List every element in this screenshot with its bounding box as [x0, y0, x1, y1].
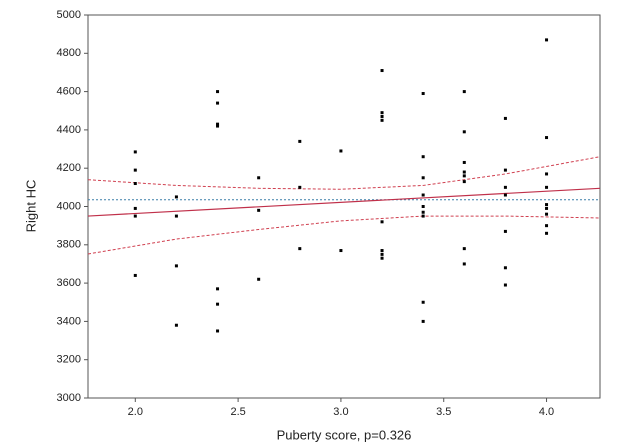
point [216, 302, 220, 306]
point [545, 212, 549, 216]
point [380, 118, 384, 122]
x-tick-label: 3.0 [333, 406, 348, 418]
point [545, 224, 549, 228]
point [545, 38, 549, 42]
point [133, 168, 137, 172]
point [503, 266, 507, 270]
point [216, 122, 220, 126]
point [462, 262, 466, 266]
x-tick-label: 3.5 [436, 406, 451, 418]
point [339, 249, 343, 253]
point [421, 319, 425, 323]
point [216, 90, 220, 94]
point [380, 252, 384, 256]
y-tick-label: 3800 [57, 239, 81, 251]
point [462, 170, 466, 174]
y-tick-label: 4200 [57, 162, 81, 174]
point [174, 323, 178, 327]
y-tick-label: 3000 [57, 392, 81, 404]
point [545, 203, 549, 207]
point [257, 277, 261, 281]
point [174, 195, 178, 199]
point [421, 92, 425, 96]
point [421, 300, 425, 304]
point [257, 176, 261, 180]
point [421, 210, 425, 214]
point [339, 149, 343, 153]
point [216, 329, 220, 333]
y-tick-label: 3200 [57, 354, 81, 366]
y-tick-label: 3400 [57, 315, 81, 327]
point [380, 220, 384, 224]
point [298, 247, 302, 251]
point [462, 174, 466, 178]
confidence-band [87, 156, 601, 190]
point [380, 69, 384, 73]
point [503, 193, 507, 197]
point [380, 114, 384, 118]
point [462, 160, 466, 164]
point [133, 214, 137, 218]
x-tick-label: 4.0 [539, 406, 554, 418]
point [421, 205, 425, 208]
point [545, 136, 549, 140]
point [421, 214, 425, 218]
point [133, 273, 137, 277]
point [298, 139, 302, 143]
y-tick-label: 4800 [57, 47, 81, 59]
point [216, 101, 220, 105]
point [462, 247, 466, 251]
point [545, 185, 549, 189]
point [503, 116, 507, 120]
point [503, 168, 507, 172]
point [133, 150, 137, 154]
point [462, 180, 466, 184]
point [421, 176, 425, 180]
point [133, 182, 137, 186]
point [545, 206, 549, 210]
point [503, 283, 507, 287]
confidence-band [87, 215, 601, 255]
point [503, 229, 507, 233]
x-axis-title: Puberty score, p=0.326 [277, 427, 412, 442]
y-tick-label: 4600 [57, 86, 81, 98]
point [174, 214, 178, 218]
point [133, 206, 137, 210]
point [174, 264, 178, 268]
y-tick-label: 4400 [57, 124, 81, 136]
point [380, 111, 384, 115]
point [545, 172, 549, 176]
point [503, 185, 507, 189]
y-tick-label: 4000 [57, 200, 81, 212]
point [216, 124, 220, 128]
point [380, 256, 384, 260]
y-axis-title: Right HC [23, 180, 38, 233]
x-tick-label: 2.5 [230, 406, 245, 418]
point [421, 155, 425, 159]
plot-frame [87, 14, 601, 399]
regression-line [87, 187, 601, 217]
point [462, 130, 466, 134]
point [462, 90, 466, 94]
point [216, 287, 220, 291]
point [421, 193, 425, 197]
point [298, 185, 302, 189]
x-tick-label: 2.0 [128, 406, 143, 418]
point [257, 208, 261, 212]
y-tick-label: 5000 [57, 9, 81, 21]
point [380, 249, 384, 253]
point [545, 231, 549, 235]
y-tick-label: 3600 [57, 277, 81, 289]
